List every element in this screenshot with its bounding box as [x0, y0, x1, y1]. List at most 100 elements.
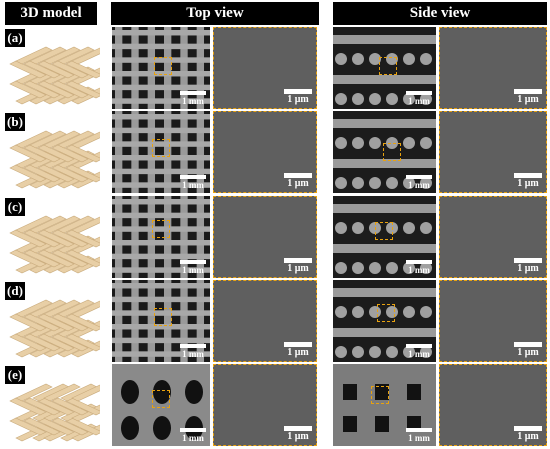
top-view-high-mag-image: 1 μm — [213, 196, 317, 278]
row-label: (d) — [5, 282, 25, 300]
row-label: (b) — [5, 113, 25, 131]
scale-bar-label: 1 mm — [182, 96, 204, 106]
scale-bar-label: 1 mm — [182, 180, 204, 190]
side-view-low-mag-image: 1 mm — [333, 280, 436, 362]
scale-bar-1um: 1 μm — [514, 173, 542, 189]
region-of-interest-box — [371, 386, 389, 404]
side-view-low-mag-image: 1 mm — [333, 364, 436, 446]
scale-bar-line — [514, 258, 542, 263]
scale-bar-1mm: 1 mm — [406, 428, 432, 443]
scale-bar-label: 1 mm — [408, 349, 430, 359]
scale-bar-line — [284, 426, 312, 431]
scale-bar-label: 1 μm — [517, 347, 539, 358]
header-top-view: Top view — [111, 2, 319, 25]
scale-bar-line — [514, 342, 542, 347]
scale-bar-1um: 1 μm — [514, 258, 542, 274]
3d-model-render — [8, 123, 100, 193]
3d-model-render — [8, 39, 100, 109]
scale-bar-label: 1 μm — [287, 431, 309, 442]
scale-bar-1mm: 1 mm — [406, 175, 432, 190]
top-view-high-mag-image: 1 μm — [213, 280, 317, 362]
scale-bar-1mm: 1 mm — [180, 175, 206, 190]
scale-bar-1um: 1 μm — [514, 342, 542, 358]
region-of-interest-box — [154, 308, 172, 326]
row-label: (e) — [5, 366, 25, 384]
scale-bar-1um: 1 μm — [284, 342, 312, 358]
region-of-interest-box — [152, 390, 170, 408]
scale-bar-line — [180, 175, 206, 179]
scale-bar-label: 1 mm — [408, 96, 430, 106]
side-view-high-mag-image: 1 μm — [439, 280, 547, 362]
scale-bar-1mm: 1 mm — [406, 344, 432, 359]
top-view-low-mag-image: 1 mm — [112, 111, 210, 193]
top-view-high-mag-image: 1 μm — [213, 111, 317, 193]
top-view-low-mag-image: 1 mm — [112, 280, 210, 362]
header-3d-model: 3D model — [5, 2, 97, 25]
region-of-interest-box — [152, 220, 170, 238]
3d-model-render — [8, 208, 100, 278]
scale-bar-label: 1 mm — [182, 349, 204, 359]
scale-bar-label: 1 μm — [517, 94, 539, 105]
3d-model-render — [8, 376, 100, 446]
top-view-high-mag-image: 1 μm — [213, 27, 317, 109]
side-view-high-mag-image: 1 μm — [439, 111, 547, 193]
scale-bar-line — [406, 260, 432, 264]
region-of-interest-box — [154, 57, 172, 75]
top-view-low-mag-image: 1 mm — [112, 364, 210, 446]
scale-bar-line — [284, 173, 312, 178]
row-label: (a) — [5, 29, 25, 47]
scale-bar-line — [284, 342, 312, 347]
scale-bar-line — [180, 260, 206, 264]
scale-bar-1mm: 1 mm — [180, 428, 206, 443]
side-view-low-mag-image: 1 mm — [333, 196, 436, 278]
scale-bar-1mm: 1 mm — [406, 91, 432, 106]
row-label: (c) — [5, 198, 25, 216]
scale-bar-1um: 1 μm — [284, 426, 312, 442]
scale-bar-1mm: 1 mm — [180, 91, 206, 106]
scale-bar-1mm: 1 mm — [180, 260, 206, 275]
top-view-high-mag-image: 1 μm — [213, 364, 317, 446]
scale-bar-line — [406, 175, 432, 179]
scale-bar-label: 1 μm — [517, 263, 539, 274]
scale-bar-line — [406, 344, 432, 348]
scale-bar-label: 1 mm — [182, 433, 204, 443]
top-view-low-mag-image: 1 mm — [112, 27, 210, 109]
region-of-interest-box — [383, 143, 401, 161]
side-view-high-mag-image: 1 μm — [439, 364, 547, 446]
region-of-interest-box — [375, 222, 393, 240]
scale-bar-1um: 1 μm — [284, 89, 312, 105]
scale-bar-label: 1 μm — [287, 347, 309, 358]
side-view-low-mag-image: 1 mm — [333, 27, 436, 109]
scale-bar-line — [284, 89, 312, 94]
scale-bar-line — [406, 91, 432, 95]
scale-bar-label: 1 μm — [287, 263, 309, 274]
region-of-interest-box — [379, 57, 397, 75]
scale-bar-1um: 1 μm — [284, 258, 312, 274]
side-view-high-mag-image: 1 μm — [439, 27, 547, 109]
side-view-low-mag-image: 1 mm — [333, 111, 436, 193]
scale-bar-label: 1 μm — [287, 94, 309, 105]
side-view-high-mag-image: 1 μm — [439, 196, 547, 278]
scale-bar-label: 1 μm — [517, 178, 539, 189]
scale-bar-line — [180, 428, 206, 432]
scale-bar-label: 1 mm — [408, 433, 430, 443]
top-view-low-mag-image: 1 mm — [112, 196, 210, 278]
scale-bar-label: 1 μm — [287, 178, 309, 189]
scale-bar-line — [406, 428, 432, 432]
header-side-view: Side view — [333, 2, 547, 25]
scale-bar-1mm: 1 mm — [180, 344, 206, 359]
scale-bar-line — [180, 91, 206, 95]
region-of-interest-box — [152, 139, 170, 157]
3d-model-render — [8, 292, 100, 362]
scale-bar-label: 1 mm — [182, 265, 204, 275]
scale-bar-1um: 1 μm — [284, 173, 312, 189]
scale-bar-line — [284, 258, 312, 263]
scale-bar-1um: 1 μm — [514, 426, 542, 442]
scale-bar-line — [180, 344, 206, 348]
scale-bar-1mm: 1 mm — [406, 260, 432, 275]
region-of-interest-box — [377, 304, 395, 322]
scale-bar-1um: 1 μm — [514, 89, 542, 105]
scale-bar-label: 1 mm — [408, 180, 430, 190]
scale-bar-label: 1 mm — [408, 265, 430, 275]
scale-bar-line — [514, 89, 542, 94]
